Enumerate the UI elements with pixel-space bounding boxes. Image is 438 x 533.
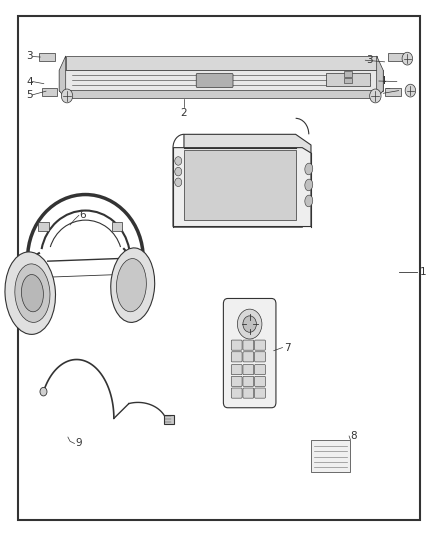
FancyBboxPatch shape	[243, 376, 254, 386]
Polygon shape	[66, 56, 377, 70]
FancyBboxPatch shape	[231, 388, 242, 398]
FancyBboxPatch shape	[254, 388, 265, 398]
FancyBboxPatch shape	[243, 365, 254, 375]
Bar	[112, 222, 122, 231]
Text: 2: 2	[180, 108, 187, 118]
Circle shape	[243, 316, 256, 332]
Ellipse shape	[15, 264, 50, 322]
Circle shape	[402, 52, 413, 65]
Polygon shape	[388, 53, 403, 61]
Circle shape	[61, 89, 73, 103]
Ellipse shape	[5, 252, 56, 334]
Text: 5: 5	[26, 90, 33, 100]
FancyBboxPatch shape	[254, 340, 265, 350]
FancyBboxPatch shape	[254, 365, 265, 375]
FancyBboxPatch shape	[231, 352, 242, 362]
Polygon shape	[39, 53, 55, 61]
Polygon shape	[59, 91, 383, 99]
Polygon shape	[184, 134, 311, 153]
FancyBboxPatch shape	[243, 352, 254, 362]
Circle shape	[175, 178, 182, 187]
Polygon shape	[385, 88, 401, 96]
Polygon shape	[377, 56, 383, 99]
Polygon shape	[42, 88, 57, 96]
Text: 1: 1	[420, 267, 426, 277]
FancyBboxPatch shape	[254, 352, 265, 362]
Text: 3: 3	[26, 52, 33, 61]
Ellipse shape	[305, 163, 313, 175]
Bar	[164, 415, 173, 424]
Text: 5: 5	[384, 88, 391, 98]
Text: 3: 3	[366, 55, 373, 65]
Ellipse shape	[117, 259, 146, 312]
Ellipse shape	[305, 179, 313, 191]
FancyBboxPatch shape	[243, 388, 254, 398]
Circle shape	[405, 84, 416, 97]
Text: 4: 4	[26, 77, 33, 86]
Text: 7: 7	[284, 343, 290, 352]
Polygon shape	[326, 73, 370, 86]
Bar	[38, 222, 49, 231]
Polygon shape	[173, 148, 311, 227]
Bar	[344, 78, 352, 83]
Ellipse shape	[21, 274, 43, 312]
Text: 9: 9	[75, 439, 82, 448]
Text: 4: 4	[380, 76, 386, 86]
Polygon shape	[59, 70, 383, 91]
Circle shape	[40, 387, 47, 396]
Bar	[311, 440, 350, 472]
FancyBboxPatch shape	[196, 74, 233, 87]
FancyBboxPatch shape	[243, 340, 254, 350]
Circle shape	[370, 89, 381, 103]
Circle shape	[175, 157, 182, 165]
Polygon shape	[184, 150, 296, 220]
Ellipse shape	[111, 248, 155, 322]
FancyBboxPatch shape	[254, 376, 265, 386]
Bar	[344, 71, 352, 77]
FancyBboxPatch shape	[231, 340, 242, 350]
Text: 6: 6	[80, 211, 86, 220]
Ellipse shape	[305, 195, 313, 207]
Text: 8: 8	[350, 431, 357, 441]
FancyBboxPatch shape	[231, 376, 242, 386]
FancyBboxPatch shape	[231, 365, 242, 375]
FancyBboxPatch shape	[223, 298, 276, 408]
Circle shape	[175, 167, 182, 176]
Circle shape	[237, 309, 262, 339]
Polygon shape	[59, 56, 66, 99]
